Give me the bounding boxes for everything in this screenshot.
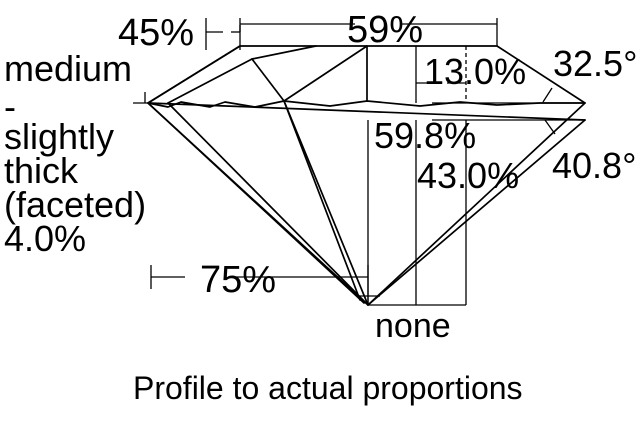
- svg-text:13.0%: 13.0%: [424, 51, 526, 92]
- svg-text:32.5°: 32.5°: [553, 43, 637, 84]
- svg-text:75%: 75%: [200, 259, 276, 301]
- svg-text:59%: 59%: [347, 9, 423, 51]
- svg-text:43.0%: 43.0%: [417, 155, 519, 196]
- svg-text:40.8°: 40.8°: [552, 145, 636, 186]
- svg-text:59.8%: 59.8%: [374, 115, 476, 156]
